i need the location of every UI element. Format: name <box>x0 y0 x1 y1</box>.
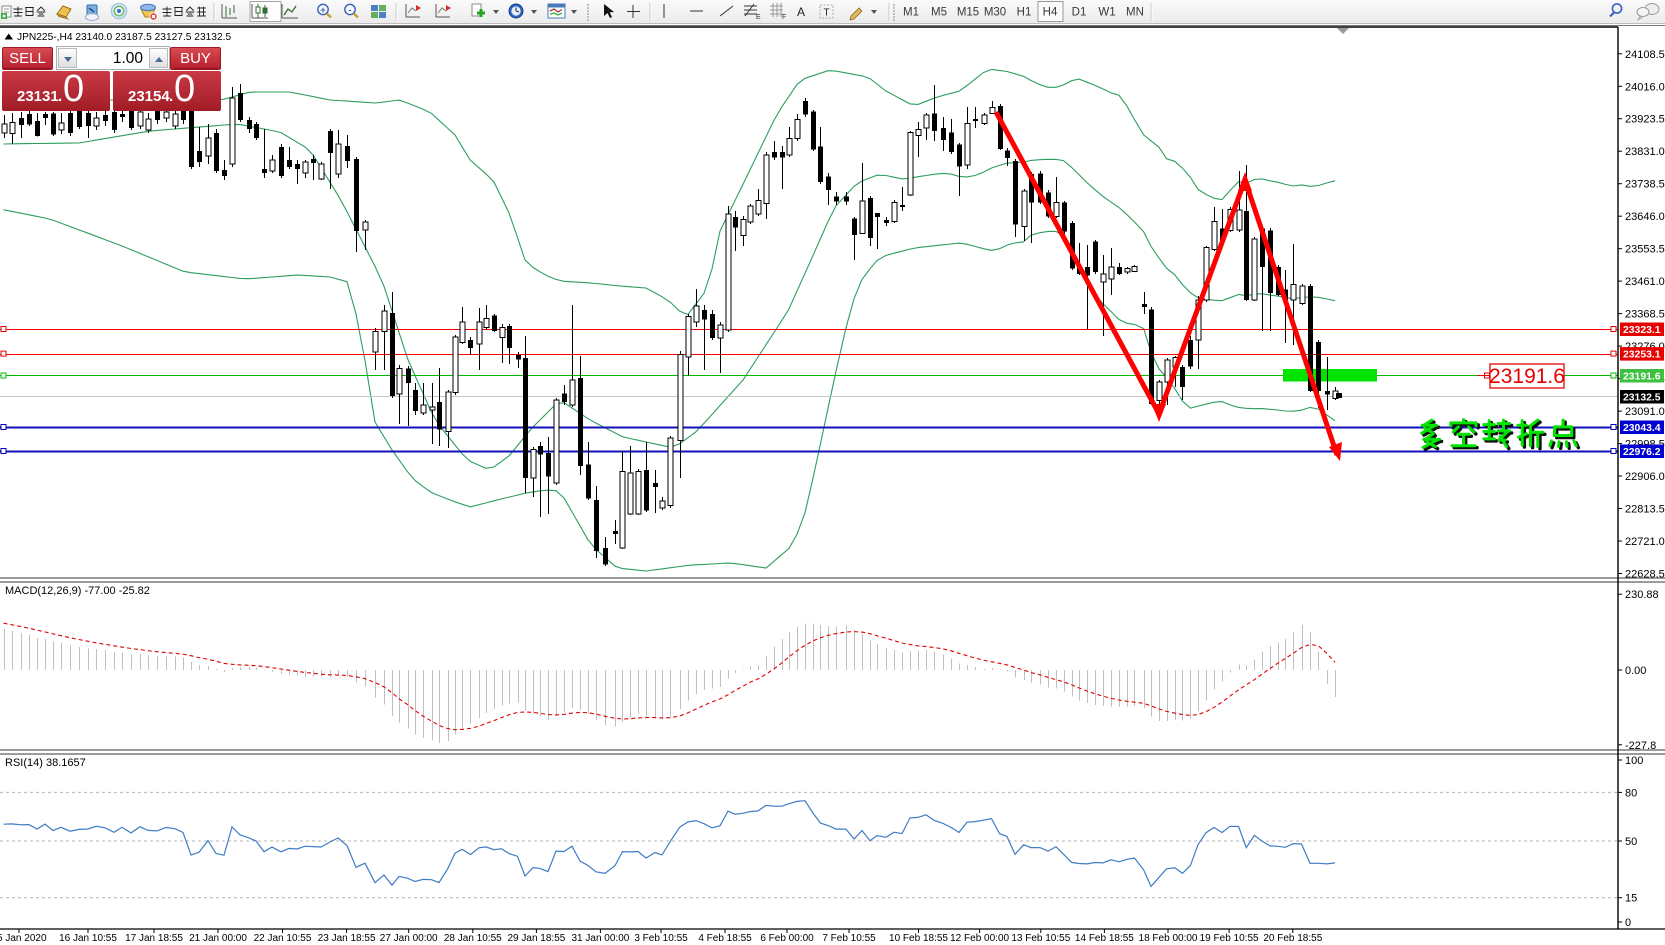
svg-text:7 Feb 10:55: 7 Feb 10:55 <box>822 933 876 944</box>
svg-text:A: A <box>797 5 805 19</box>
svg-text:23191.6: 23191.6 <box>1623 372 1661 383</box>
svg-text:23191.6: 23191.6 <box>1489 365 1565 388</box>
svg-text:17 Jan 18:55: 17 Jan 18:55 <box>125 933 183 944</box>
svg-text:22 Jan 10:55: 22 Jan 10:55 <box>254 933 312 944</box>
svg-text:MACD(12,26,9) -77.00 -25.82: MACD(12,26,9) -77.00 -25.82 <box>5 585 150 597</box>
svg-text:15: 15 <box>1625 893 1637 905</box>
svg-text:M30: M30 <box>984 7 1006 19</box>
svg-text:22976.2: 22976.2 <box>1623 447 1661 458</box>
svg-text:22813.5: 22813.5 <box>1625 504 1665 516</box>
svg-text:80: 80 <box>1625 787 1637 799</box>
svg-text:D1: D1 <box>1072 7 1087 19</box>
svg-text:M5: M5 <box>931 7 947 19</box>
svg-text:-: - <box>349 5 352 15</box>
svg-text:23132.5: 23132.5 <box>1623 393 1661 404</box>
svg-text:15 Jan 2020: 15 Jan 2020 <box>0 933 47 944</box>
svg-text:T: T <box>823 8 829 19</box>
svg-text:JPN225-,H4 23140.0 23187.5 23: JPN225-,H4 23140.0 23187.5 23127.5 23132… <box>17 32 231 43</box>
svg-text:4 Feb 18:55: 4 Feb 18:55 <box>698 933 752 944</box>
svg-text:16 Jan 10:55: 16 Jan 10:55 <box>59 933 117 944</box>
svg-text:21 Jan 00:00: 21 Jan 00:00 <box>189 933 247 944</box>
svg-text:24016.0: 24016.0 <box>1625 81 1665 93</box>
svg-text:3 Feb 10:55: 3 Feb 10:55 <box>634 933 688 944</box>
svg-text:22906.0: 22906.0 <box>1625 471 1665 483</box>
svg-text:50: 50 <box>1625 836 1637 848</box>
svg-text:RSI(14) 38.1657: RSI(14) 38.1657 <box>5 757 86 769</box>
svg-text:23368.5: 23368.5 <box>1625 309 1665 321</box>
svg-text:-227.8: -227.8 <box>1625 740 1656 752</box>
svg-text:29 Jan 18:55: 29 Jan 18:55 <box>507 933 565 944</box>
svg-text:MN: MN <box>1126 7 1144 19</box>
svg-text:H1: H1 <box>1017 7 1032 19</box>
svg-text:19 Feb 10:55: 19 Feb 10:55 <box>1200 933 1259 944</box>
svg-text:13 Feb 10:55: 13 Feb 10:55 <box>1011 933 1070 944</box>
svg-text:E: E <box>756 14 761 21</box>
svg-text:M1: M1 <box>903 7 919 19</box>
svg-text:23553.5: 23553.5 <box>1625 244 1665 256</box>
svg-text:100: 100 <box>1625 755 1643 767</box>
svg-text:0: 0 <box>1625 917 1631 929</box>
svg-text:+: + <box>320 5 325 15</box>
svg-text:23738.5: 23738.5 <box>1625 179 1665 191</box>
svg-text:23461.0: 23461.0 <box>1625 276 1665 288</box>
svg-text:22721.0: 22721.0 <box>1625 536 1665 548</box>
svg-text:28 Jan 10:55: 28 Jan 10:55 <box>444 933 502 944</box>
svg-text:23043.4: 23043.4 <box>1623 423 1661 434</box>
svg-text:23923.5: 23923.5 <box>1625 114 1665 126</box>
svg-text:23831.0: 23831.0 <box>1625 146 1665 158</box>
svg-text:23 Jan 18:55: 23 Jan 18:55 <box>318 933 376 944</box>
svg-text:H4: H4 <box>1043 7 1058 19</box>
svg-text:F: F <box>782 14 786 21</box>
svg-text:W1: W1 <box>1098 7 1115 19</box>
svg-text:23646.0: 23646.0 <box>1625 211 1665 223</box>
svg-text:12 Feb 00:00: 12 Feb 00:00 <box>950 933 1009 944</box>
svg-text:0.00: 0.00 <box>1625 665 1646 677</box>
svg-text:10 Feb 18:55: 10 Feb 18:55 <box>889 933 948 944</box>
svg-text:M15: M15 <box>957 7 979 19</box>
svg-text:23091.0: 23091.0 <box>1625 406 1665 418</box>
svg-text:22628.5: 22628.5 <box>1625 569 1665 581</box>
svg-text:23253.1: 23253.1 <box>1623 350 1661 361</box>
svg-text:20 Feb 18:55: 20 Feb 18:55 <box>1263 933 1322 944</box>
svg-text:23323.1: 23323.1 <box>1623 325 1661 336</box>
svg-text:230.88: 230.88 <box>1625 589 1659 601</box>
svg-text:24108.5: 24108.5 <box>1625 49 1665 61</box>
svg-text:14 Feb 18:55: 14 Feb 18:55 <box>1075 933 1134 944</box>
svg-text:27 Jan 00:00: 27 Jan 00:00 <box>380 933 438 944</box>
svg-text:31 Jan 00:00: 31 Jan 00:00 <box>571 933 629 944</box>
svg-text:18 Feb 00:00: 18 Feb 00:00 <box>1139 933 1198 944</box>
svg-text:6 Feb 00:00: 6 Feb 00:00 <box>760 933 814 944</box>
